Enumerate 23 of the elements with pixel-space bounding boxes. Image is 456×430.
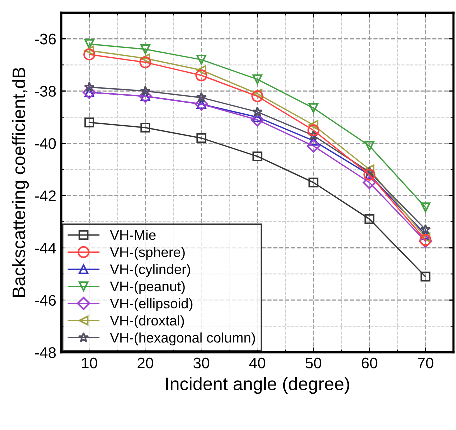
y-tick-label: -44 [35, 243, 56, 254]
x-axis-title: Incident angle (degree) [166, 377, 350, 394]
x-tick-label: 60 [362, 358, 378, 369]
y-axis-title: Backscattering coefficient,dB [12, 68, 30, 298]
legend-label: VH-(peanut) [110, 281, 185, 294]
legend-label: VH-(ellipsoid) [110, 298, 193, 312]
legend-label: VH-Mie [110, 230, 156, 240]
legend-label: VH-(sphere) [110, 247, 185, 260]
y-tick-label: -40 [35, 138, 56, 150]
legend-label: VH-(cylinder) [110, 264, 190, 278]
x-tick-label: 30 [194, 358, 210, 369]
x-tick-label: 70 [418, 358, 434, 369]
x-tick-label: 50 [306, 358, 322, 369]
x-tick-label: 10 [82, 358, 98, 369]
legend-label: VH-(droxtal) [110, 316, 184, 329]
x-tick-label: 20 [138, 358, 154, 369]
y-tick-label: -48 [35, 347, 56, 358]
legend-label: VH-(hexagonal column) [110, 332, 256, 346]
y-tick-label: -38 [35, 86, 56, 97]
y-tick-label: -42 [35, 190, 56, 202]
y-tick-label: -46 [35, 295, 56, 306]
x-tick-label: 40 [249, 358, 266, 369]
y-tick-label: -36 [35, 34, 56, 45]
